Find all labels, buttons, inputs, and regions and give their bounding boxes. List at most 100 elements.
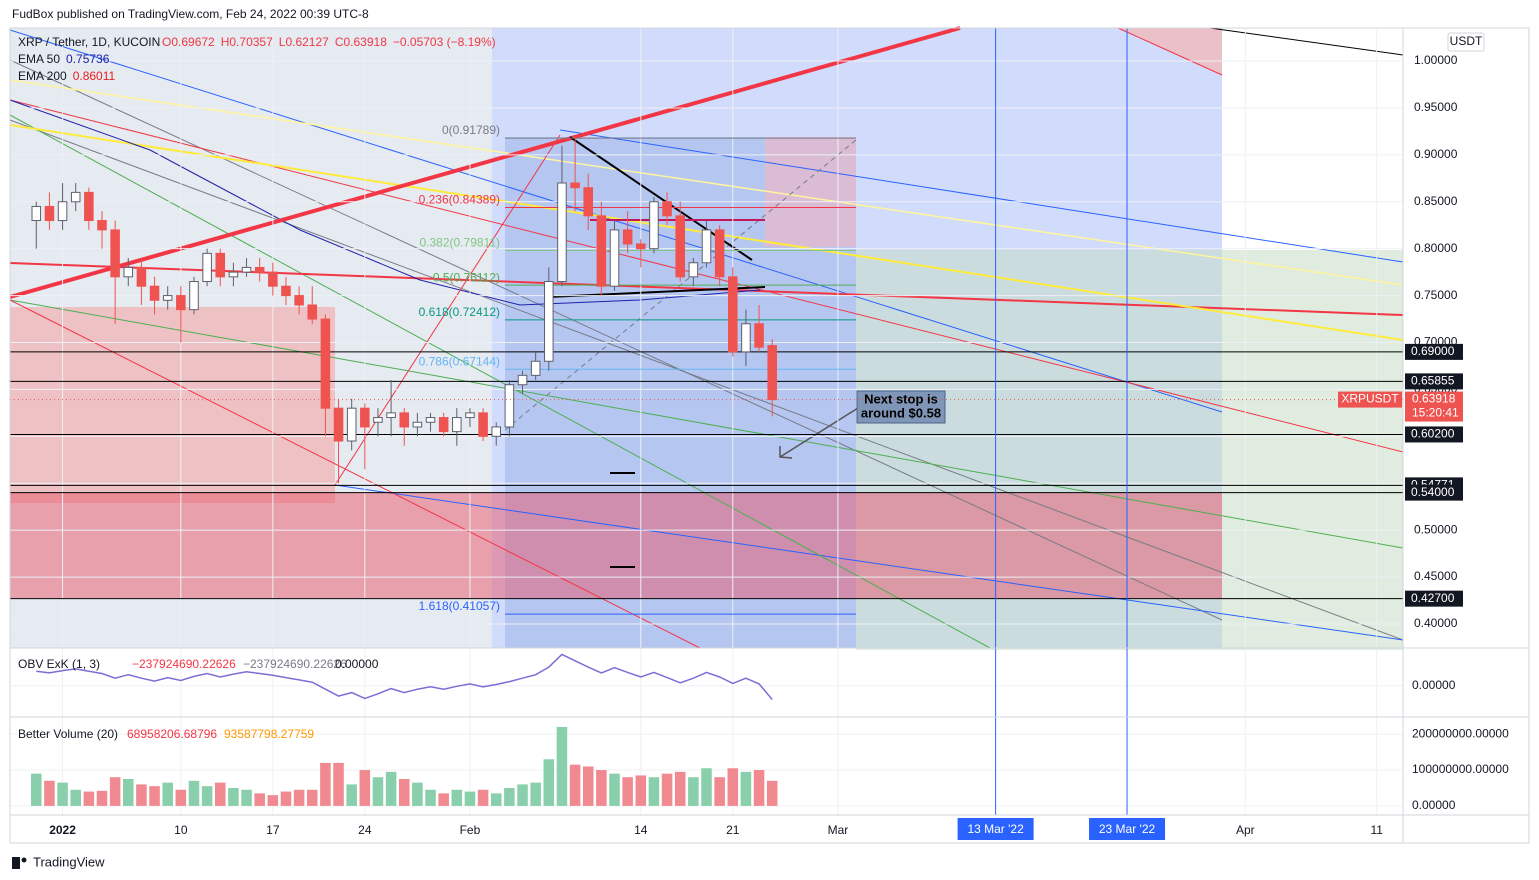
volume-bar xyxy=(333,762,344,806)
candle-body xyxy=(412,421,423,428)
candle-body xyxy=(728,276,738,353)
volume-bar xyxy=(31,773,42,806)
x-tick-label: Mar xyxy=(828,823,849,837)
volume-bar xyxy=(201,786,213,806)
candle-body xyxy=(714,229,725,278)
trend-blue xyxy=(559,129,1404,263)
volume-bar xyxy=(149,786,160,806)
candle-body xyxy=(215,252,226,278)
volume-bar xyxy=(214,782,226,806)
volume-bar xyxy=(740,771,752,806)
last-price-box xyxy=(1405,391,1463,422)
fib-label: 1.618(0.41057) xyxy=(419,599,500,613)
candle-body xyxy=(110,229,120,278)
volume-bar xyxy=(346,784,357,806)
candle-body xyxy=(583,187,593,217)
volume-bar xyxy=(477,789,489,806)
candle-body xyxy=(320,318,331,409)
volume-bar xyxy=(543,759,555,806)
candle-body xyxy=(294,295,304,306)
y-tick-label: 0.75000 xyxy=(1414,288,1458,302)
red-zone xyxy=(10,307,335,503)
volume-bar xyxy=(609,773,620,806)
countdown: 15:20:41 xyxy=(1412,406,1459,420)
candle-body xyxy=(662,201,672,217)
candle-body xyxy=(228,271,239,278)
level-label: 0.60200 xyxy=(1411,427,1455,441)
obv-value: −237924690.22626 xyxy=(243,657,347,671)
candle-body xyxy=(57,201,68,222)
x-tick-label: Feb xyxy=(460,823,481,837)
y-tick-label: 0.85000 xyxy=(1414,194,1458,208)
caption: FudBox published on TradingView.com, Feb… xyxy=(12,7,369,21)
candle-body xyxy=(452,417,462,433)
x-tick-label: 11 xyxy=(1370,823,1383,837)
volume-bar xyxy=(228,787,239,806)
x-tick-label: 21 xyxy=(726,823,740,837)
arrow-line xyxy=(779,407,859,458)
marker-box xyxy=(957,818,1034,840)
fib-label: 0(0.91789) xyxy=(442,123,500,137)
candle-body xyxy=(70,191,81,203)
level-box xyxy=(1405,590,1463,607)
candle-body xyxy=(649,201,659,250)
level-label: 0.65855 xyxy=(1411,374,1455,388)
logo-part xyxy=(21,857,27,863)
obv-value: 0.00000 xyxy=(335,657,379,671)
red-band xyxy=(10,493,1222,598)
arrow-head xyxy=(779,446,793,459)
y-tick-label: 0.50000 xyxy=(1414,522,1458,536)
y-tick-label: 0.45000 xyxy=(1414,569,1458,583)
candle-body xyxy=(241,266,252,273)
ema-value: 0.86011 xyxy=(73,69,116,83)
candle-body xyxy=(281,285,291,297)
volume-bar xyxy=(320,762,331,806)
candle-body xyxy=(570,182,580,189)
candle-body xyxy=(162,295,173,301)
volume-bar xyxy=(635,775,647,806)
volume-bar xyxy=(96,790,108,806)
fib-label: 0.618(0.72412) xyxy=(419,305,500,319)
border xyxy=(9,27,1530,844)
candle-body xyxy=(268,271,278,287)
candle-body xyxy=(596,215,607,287)
last-name: XRPUSDT xyxy=(1341,392,1399,406)
candle-body xyxy=(675,215,685,278)
trend-gray xyxy=(9,119,1404,641)
level-box xyxy=(1405,343,1463,360)
ohlc-value: O0.69672 xyxy=(162,35,215,49)
candle-body xyxy=(465,412,475,419)
volume-bar xyxy=(596,770,607,806)
ohlc-value: H0.70357 xyxy=(221,35,273,49)
trend-gray xyxy=(9,59,1223,621)
volume-bar xyxy=(753,770,765,806)
obv-name: OBV ExK (1, 3) xyxy=(18,657,100,671)
candle-body xyxy=(136,266,147,287)
candle-body xyxy=(346,407,357,442)
symbol: XRP / Tether, 1D, KUCOIN xyxy=(18,35,160,49)
trend-red xyxy=(9,299,701,649)
candle-body xyxy=(84,191,94,222)
annotation-box xyxy=(856,390,946,424)
x-tick-label: Apr xyxy=(1236,823,1255,837)
fib-leg xyxy=(334,134,561,486)
candle-body xyxy=(333,407,344,442)
fib-label: 0.236(0.84389) xyxy=(419,193,500,207)
level-box xyxy=(1405,373,1463,390)
volume-bar xyxy=(451,789,463,806)
ema-50-line xyxy=(9,99,761,306)
y-tick-label: 0.00000 xyxy=(1412,798,1456,812)
annotation-line: around $0.58 xyxy=(861,405,941,420)
candle-body xyxy=(307,304,318,320)
candle-body xyxy=(149,285,160,301)
volume-bar xyxy=(412,782,423,806)
volume-bar xyxy=(123,779,134,806)
volume-bar xyxy=(569,764,581,806)
candle-body xyxy=(688,262,699,278)
x-tick-label: 17 xyxy=(266,823,280,837)
volume-bar xyxy=(701,768,712,806)
pink-box xyxy=(765,137,856,247)
trend-red xyxy=(9,99,1404,453)
volume-bar xyxy=(44,780,55,806)
volume-bar xyxy=(504,787,515,806)
